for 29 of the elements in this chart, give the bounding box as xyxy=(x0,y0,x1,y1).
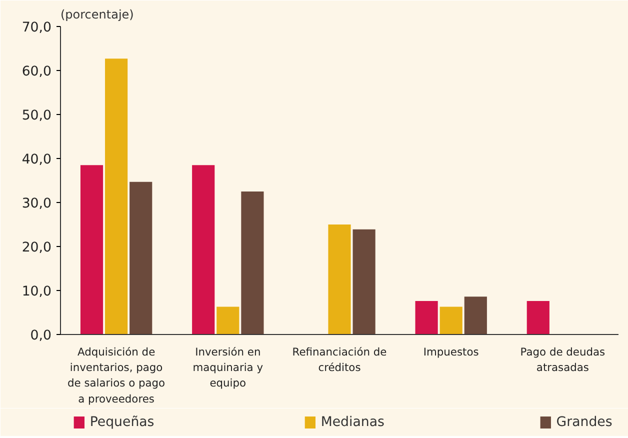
bar xyxy=(130,182,152,334)
y-tick-label: 0,0 xyxy=(30,328,52,344)
bar xyxy=(464,296,487,334)
bar xyxy=(216,306,240,334)
y-tick-label: 50,0 xyxy=(22,108,52,124)
x-tick-label: Impuestos xyxy=(423,346,480,358)
x-tick-label: Refinanciación de créditos xyxy=(292,346,387,374)
y-tick-label: 20,0 xyxy=(22,240,52,256)
legend-label: Grandes xyxy=(556,415,612,430)
y-tick-label: 60,0 xyxy=(22,64,52,80)
bar xyxy=(80,165,104,334)
y-tick-label: 10,0 xyxy=(22,284,52,300)
x-tick-label: Pago de deudas atrasadas xyxy=(520,346,606,374)
bar xyxy=(526,301,550,334)
y-tick-label: 40,0 xyxy=(22,152,52,168)
x-tick-label: Adquisición de inventarios, pago de salarios o pago a proveedores xyxy=(68,346,166,406)
legend-label: Pequeñas xyxy=(90,415,154,430)
bar xyxy=(415,301,438,334)
bar xyxy=(440,306,462,334)
bar xyxy=(328,224,351,334)
bar xyxy=(352,229,376,334)
bar xyxy=(241,192,264,334)
y-tick-label: 30,0 xyxy=(22,196,52,212)
legend-label: Medianas xyxy=(320,415,384,430)
bar xyxy=(192,165,215,334)
x-tick-label: Inversión en maquinaria y equipo xyxy=(192,346,264,390)
bar xyxy=(105,58,128,334)
y-axis-title: (porcentaje) xyxy=(60,8,134,22)
y-tick-label: 70,0 xyxy=(22,20,52,36)
